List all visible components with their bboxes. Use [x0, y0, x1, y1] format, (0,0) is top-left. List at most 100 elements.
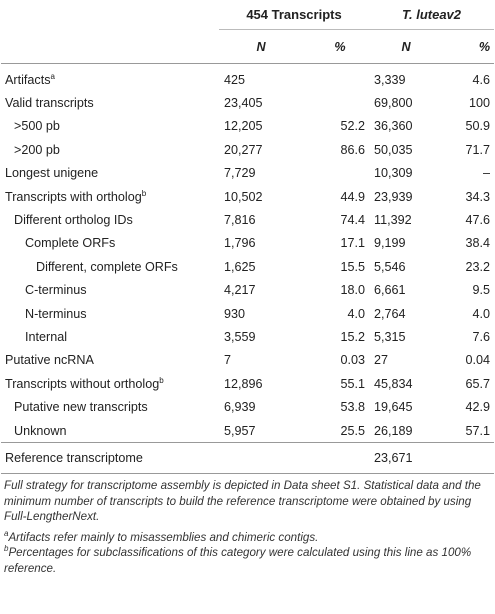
cell-pct-tlutea: 57.1 [465, 423, 491, 438]
cell-pct-tlutea: 38.4 [465, 236, 491, 251]
cell-pct-tlutea: 71.7 [465, 142, 491, 157]
table-row: Valid transcripts 23,405 69,800 100 [1, 91, 494, 114]
footnote-marker: b [159, 375, 164, 385]
cell-n-tlutea: 26,189 [374, 423, 413, 438]
row-label: C-terminus [25, 283, 87, 298]
footnote-a: aArtifacts refer mainly to misassemblies… [4, 529, 491, 546]
column-header-row: N % N % [1, 30, 495, 64]
cell-n-tlutea: 23,939 [374, 189, 413, 204]
cell-n-454: 20,277 [224, 142, 263, 157]
cell-n-454: 5,957 [224, 423, 256, 438]
reference-label: Reference transcriptome [1, 442, 219, 475]
cell-pct-454: 4.0 [347, 306, 366, 321]
row-label: Internal [25, 329, 68, 344]
cell-n-tlutea: 10,309 [374, 166, 413, 181]
row-label: Valid transcripts [5, 96, 94, 111]
cell-pct-tlutea: 4.6 [472, 72, 491, 87]
row-label: Putative ncRNA [5, 353, 94, 368]
table-row: Different, complete ORFs 1,625 15.5 5,54… [1, 255, 494, 278]
cell-pct-tlutea: – [483, 166, 491, 181]
cell-pct-tlutea: 0.04 [465, 353, 491, 368]
cell-n-tlutea: 45,834 [374, 376, 413, 391]
cell-n-tlutea: 36,360 [374, 119, 413, 134]
footnote-main: Full strategy for transcriptome assembly… [4, 479, 481, 524]
reference-value: 23,671 [369, 442, 438, 475]
row-label: Putative new transcripts [14, 400, 148, 415]
table-row: C-terminus 4,217 18.0 6,661 9.5 [1, 279, 494, 302]
row-label: Different ortholog IDs [14, 213, 133, 228]
cell-pct-454: 74.4 [340, 213, 366, 228]
cell-pct-454: 15.2 [340, 329, 366, 344]
group-header-row: 454 Transcripts T. luteav2 [1, 0, 495, 30]
cell-pct-454: 53.8 [340, 400, 366, 415]
row-label: >200 pb [14, 142, 60, 157]
cell-n-454: 4,217 [224, 283, 256, 298]
row-label: >500 pb [14, 119, 60, 134]
row-label: Transcripts with ortholog [5, 189, 142, 204]
footnote-b: bPercentages for subclassifications of t… [4, 545, 491, 576]
cell-n-tlutea: 9,199 [374, 236, 406, 251]
table-row: Different ortholog IDs 7,816 74.4 11,392… [1, 208, 494, 231]
cell-pct-454 [293, 162, 369, 185]
cell-pct-tlutea: 34.3 [465, 189, 491, 204]
row-label: Artifacts [5, 72, 51, 87]
cell-n-454: 10,502 [224, 189, 263, 204]
table-row: Putative new transcripts 6,939 53.8 19,6… [1, 395, 494, 418]
cell-n-454: 1,625 [224, 259, 256, 274]
cell-n-tlutea: 3,339 [374, 72, 406, 87]
cell-pct-tlutea: 23.2 [465, 259, 491, 274]
table-row: Putative ncRNA 7 0.03 27 0.04 [1, 349, 494, 372]
footnote-a-text: Artifacts refer mainly to misassemblies … [8, 530, 319, 544]
table-row: Longest unigene 7,729 10,309 – [1, 162, 494, 185]
cell-n-tlutea: 6,661 [374, 283, 406, 298]
table-row: Complete ORFs 1,796 17.1 9,199 38.4 [1, 232, 494, 255]
cell-pct-tlutea: 47.6 [465, 213, 491, 228]
table-body: Artifactsa 425 3,339 4.6 Valid transcrip… [1, 64, 495, 475]
cell-n-tlutea: 11,392 [374, 213, 412, 228]
cell-pct-454: 0.03 [340, 353, 366, 368]
cell-pct-454 [293, 64, 369, 92]
row-label: Different, complete ORFs [36, 259, 178, 274]
cell-pct-454: 18.0 [340, 283, 366, 298]
cell-n-tlutea: 5,546 [374, 259, 406, 274]
cell-pct-454: 44.9 [340, 189, 366, 204]
cell-n-454: 12,896 [224, 376, 263, 391]
group-header-tlutea: T. luteav2 [369, 0, 495, 30]
cell-n-454: 1,796 [224, 236, 256, 251]
row-label: Transcripts without ortholog [5, 376, 160, 391]
group-header-454: 454 Transcripts [219, 0, 370, 30]
table-row: Artifactsa 425 3,339 4.6 [1, 64, 494, 92]
cell-n-tlutea: 50,035 [374, 142, 413, 157]
cell-pct-454: 86.6 [340, 142, 366, 157]
transcriptome-table: 454 Transcripts T. luteav2 N % N % Artif… [1, 0, 495, 475]
table-row: >200 pb 20,277 86.6 50,035 71.7 [1, 138, 494, 161]
footnote-b-text: Percentages for subclassifications of th… [4, 546, 472, 575]
cell-n-454: 12,205 [224, 119, 263, 134]
col-header-pct-454: % [334, 39, 346, 54]
col-header-n-tlutea: N [401, 39, 411, 54]
cell-n-454: 7,816 [224, 213, 256, 228]
footnote-marker: b [141, 188, 147, 198]
cell-n-454: 930 [224, 306, 246, 321]
cell-n-454: 23,405 [224, 96, 263, 111]
cell-n-tlutea: 5,315 [374, 329, 406, 344]
cell-pct-454 [293, 91, 369, 114]
cell-pct-tlutea: 7.6 [472, 329, 491, 344]
cell-pct-tlutea: 50.9 [465, 119, 491, 134]
cell-pct-454: 17.1 [340, 236, 366, 251]
table-row: >500 pb 12,205 52.2 36,360 50.9 [1, 115, 494, 138]
cell-n-454: 425 [224, 72, 246, 87]
cell-n-tlutea: 2,764 [374, 306, 406, 321]
table-row: Transcripts with orthologb 10,502 44.9 2… [1, 185, 494, 208]
cell-pct-454: 15.5 [340, 259, 366, 274]
cell-pct-tlutea: 100 [469, 96, 491, 111]
footnote-b-marker: b [4, 544, 9, 554]
cell-pct-tlutea: 4.0 [472, 306, 491, 321]
table-footnotes: Full strategy for transcriptome assembly… [4, 478, 491, 577]
cell-n-454: 7,729 [224, 166, 256, 181]
row-label: Longest unigene [5, 166, 99, 181]
col-header-pct-tlutea: % [478, 39, 491, 54]
col-header-n-454: N [256, 39, 266, 54]
cell-pct-tlutea: 42.9 [465, 400, 491, 415]
